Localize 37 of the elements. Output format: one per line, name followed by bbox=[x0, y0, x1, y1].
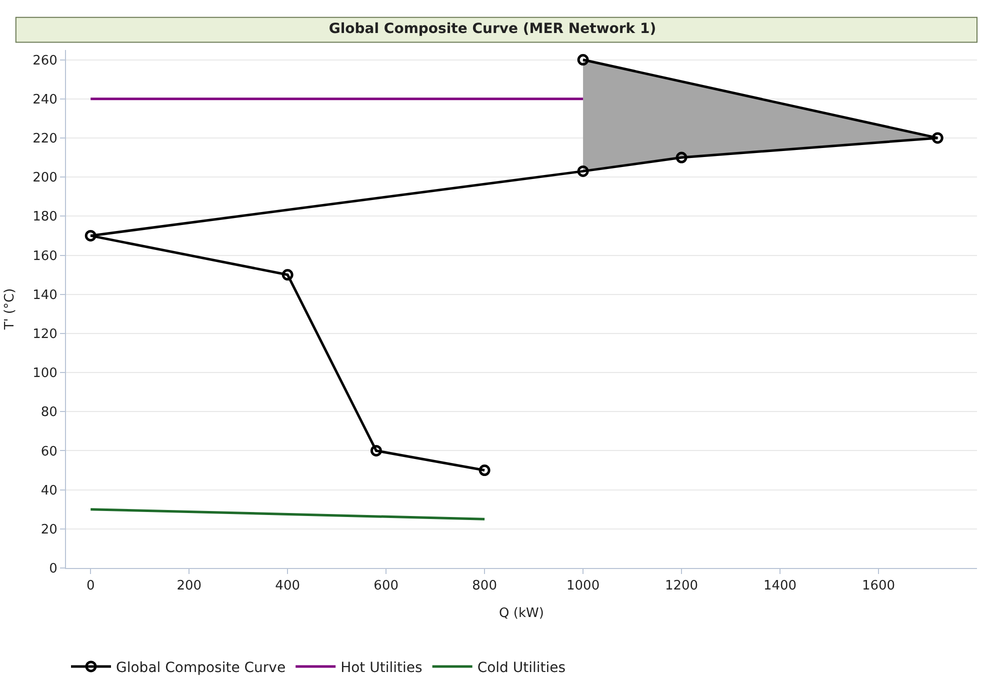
y-tick-label: 240 bbox=[32, 92, 58, 108]
y-tick-label: 140 bbox=[32, 288, 58, 303]
y-tick-label: 100 bbox=[32, 366, 58, 382]
chart-title: Global Composite Curve (MER Network 1) bbox=[328, 20, 656, 37]
point bbox=[478, 464, 490, 476]
legend-label: Cold Utilities bbox=[477, 660, 566, 676]
point bbox=[370, 444, 382, 456]
x-axis-title: Q (kW) bbox=[499, 606, 544, 622]
legend-label: Hot Utilities bbox=[340, 660, 422, 676]
x-tick-label: 600 bbox=[374, 578, 398, 594]
y-tick-label: 220 bbox=[32, 132, 58, 147]
x-tick-label: 0 bbox=[86, 578, 95, 594]
point bbox=[282, 269, 294, 281]
x-tick-label: 1200 bbox=[664, 578, 698, 594]
x-tick-label: 400 bbox=[275, 578, 300, 594]
x-tick-label: 1400 bbox=[763, 578, 797, 594]
y-tick-label: 120 bbox=[32, 326, 58, 342]
x-tick-label: 1000 bbox=[566, 578, 600, 594]
legend-label: Global Composite Curve bbox=[116, 660, 286, 676]
point bbox=[577, 54, 589, 66]
x-tick-label: 1600 bbox=[862, 578, 896, 594]
point bbox=[676, 152, 688, 164]
y-tick-label: 80 bbox=[40, 405, 58, 420]
y-axis-title: T' (°C) bbox=[2, 288, 18, 331]
y-tick-label: 20 bbox=[40, 522, 58, 538]
y-tick-label: 200 bbox=[32, 170, 58, 186]
x-tick-label: 800 bbox=[472, 578, 497, 594]
y-tick-label: 180 bbox=[32, 210, 58, 225]
y-tick-label: 40 bbox=[40, 483, 58, 498]
y-tick-label: 60 bbox=[40, 444, 58, 460]
point bbox=[932, 132, 944, 144]
point bbox=[84, 230, 96, 242]
x-tick-label: 200 bbox=[176, 578, 202, 594]
y-tick-label: 160 bbox=[32, 248, 58, 264]
point bbox=[577, 165, 589, 177]
y-tick-label: 0 bbox=[49, 562, 58, 577]
y-tick-label: 260 bbox=[32, 53, 58, 68]
